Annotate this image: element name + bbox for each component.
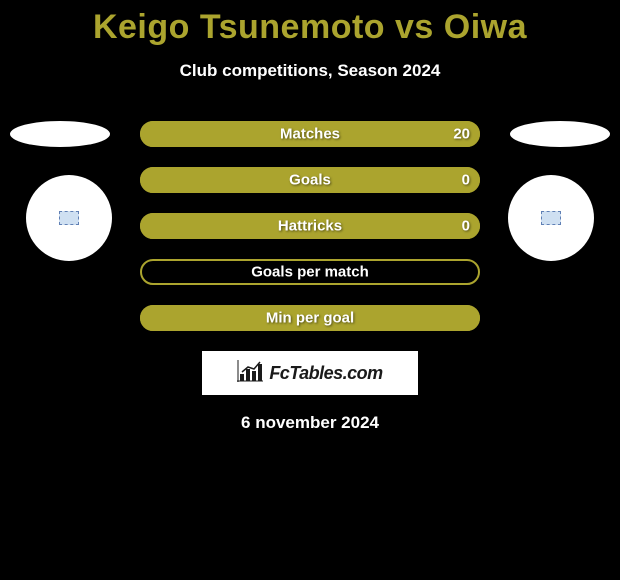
stat-bar: Min per goal xyxy=(140,305,480,331)
bar-value: 0 xyxy=(462,218,470,235)
player-right-ellipse xyxy=(510,121,610,147)
flag-icon xyxy=(541,211,561,225)
bar-label: Hattricks xyxy=(278,218,342,235)
flag-icon xyxy=(59,211,79,225)
fctables-logo: FcTables.com xyxy=(202,351,418,395)
stat-bar: Hattricks 0 xyxy=(140,213,480,239)
stat-bar: Matches 20 xyxy=(140,121,480,147)
comparison-panel: Matches 20 Goals 0 Hattricks 0 Goals per match… xyxy=(0,121,620,433)
player-left-ellipse xyxy=(10,121,110,147)
bar-label: Min per goal xyxy=(266,310,354,327)
subtitle: Club competitions, Season 2024 xyxy=(0,61,620,81)
stat-bar: Goals 0 xyxy=(140,167,480,193)
bar-label: Goals xyxy=(289,172,331,189)
bar-chart-icon xyxy=(237,360,263,387)
stat-bars: Matches 20 Goals 0 Hattricks 0 Goals per match… xyxy=(140,121,480,331)
stat-bar: Goals per match xyxy=(140,259,480,285)
bar-label: Matches xyxy=(280,126,340,143)
page-title: Keigo Tsunemoto vs Oiwa xyxy=(0,0,620,47)
bar-label: Goals per match xyxy=(251,264,369,281)
logo-text: FcTables.com xyxy=(269,363,382,384)
bar-value: 0 xyxy=(462,172,470,189)
player-left-avatar xyxy=(26,175,112,261)
player-right-avatar xyxy=(508,175,594,261)
date-label: 6 november 2024 xyxy=(0,413,620,433)
bar-value: 20 xyxy=(453,126,470,143)
